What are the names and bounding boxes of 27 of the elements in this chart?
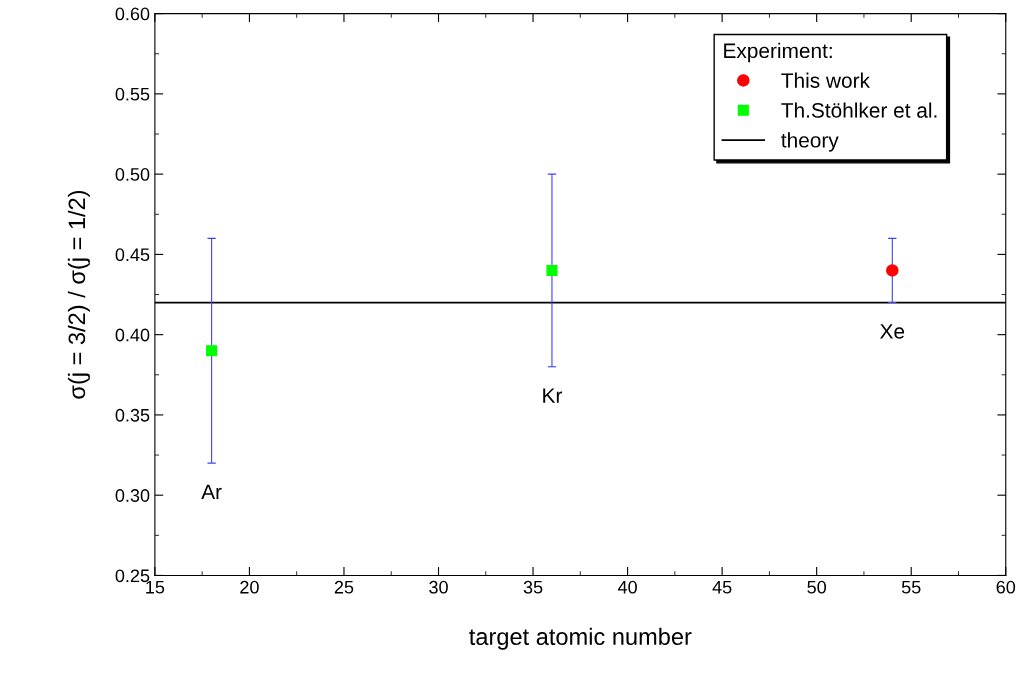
legend-label: This work bbox=[781, 72, 870, 88]
y-tick-label: 0.30 bbox=[115, 489, 150, 502]
y-tick-label: 0.50 bbox=[115, 168, 150, 181]
y-tick-label: 0.25 bbox=[115, 569, 150, 583]
x-tick-label: 50 bbox=[807, 580, 827, 594]
annotation: Kr bbox=[543, 388, 563, 403]
y-tick-label: 0.55 bbox=[115, 87, 150, 101]
x-axis-title: target atomic number bbox=[469, 627, 692, 650]
x-tick-label: 25 bbox=[334, 580, 354, 594]
x-tick-label: 15 bbox=[146, 580, 165, 594]
x-tick-label: 35 bbox=[523, 580, 543, 594]
y-tick-label: 0.35 bbox=[115, 408, 150, 422]
legend-label: Th.Stöhlker et al. bbox=[781, 102, 937, 118]
x-tick-label: 40 bbox=[617, 580, 637, 594]
x-tick-label: 55 bbox=[901, 580, 921, 594]
legend-label: theory bbox=[781, 132, 839, 152]
x-tick-label: 20 bbox=[240, 580, 259, 594]
x-tick-label: 60 bbox=[996, 580, 1016, 594]
x-tick-label: 30 bbox=[429, 580, 448, 594]
y-tick-label: 0.60 bbox=[115, 7, 150, 21]
legend-title: Experiment: bbox=[724, 42, 832, 63]
y-tick-label: 0.40 bbox=[115, 328, 150, 342]
y-tick-label: 0.45 bbox=[115, 248, 150, 262]
annotation: Xe bbox=[880, 324, 905, 339]
y-axis-title: σ(j = 3/2) / σ(j = 1/2) bbox=[67, 190, 90, 399]
x-tick-label: 45 bbox=[712, 580, 732, 594]
annotation: Ar bbox=[201, 484, 222, 500]
